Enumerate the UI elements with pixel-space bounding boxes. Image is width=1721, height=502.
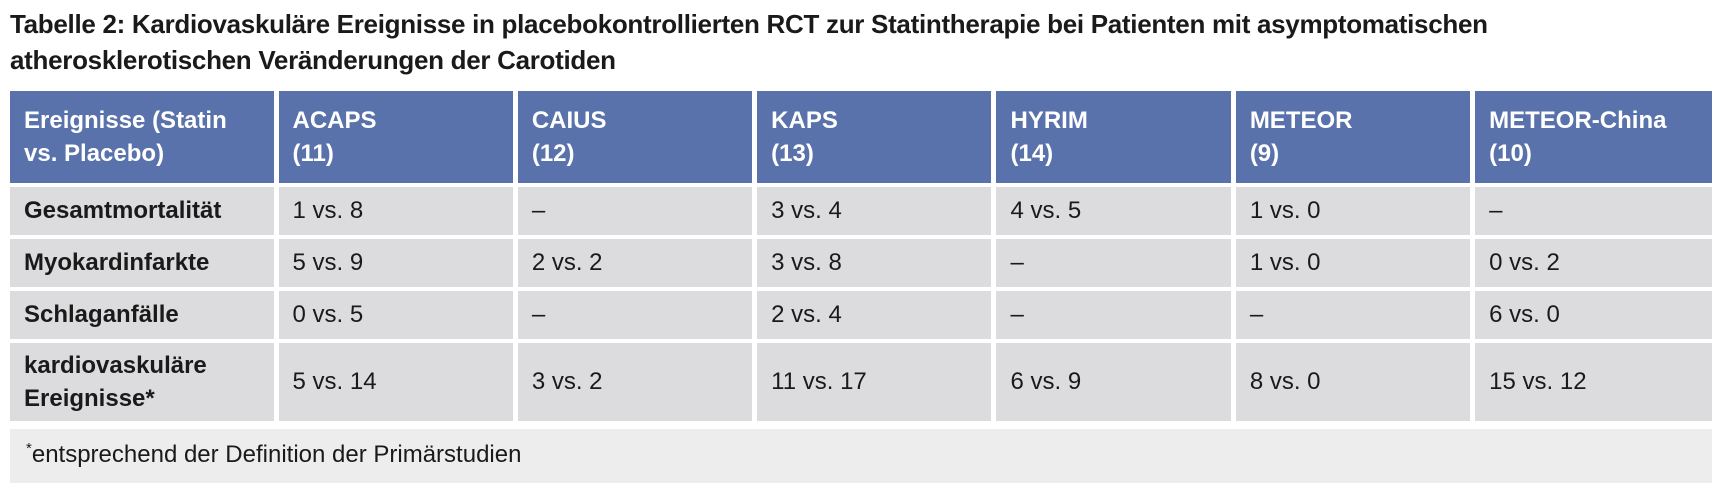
study-name: KAPS — [771, 106, 838, 134]
cell-value: 2 vs. 4 — [752, 286, 997, 343]
cell-value: 5 vs. 14 — [273, 338, 518, 425]
header-cell-hyrim: HYRIM (14) — [991, 90, 1236, 187]
cell-value: – — [512, 182, 758, 239]
cell-value: 0 vs. 2 — [1470, 234, 1712, 291]
cell-value: 5 vs. 9 — [273, 234, 518, 291]
study-name: METEOR — [1249, 106, 1353, 134]
header-cell-meteor-china: METEOR-China (10) — [1470, 90, 1712, 187]
row-label: Gesamtmortalität — [10, 182, 279, 239]
table-row-gesamtmortalitaet: Gesamtmortalität 1 vs. 8 – 3 vs. 4 4 vs.… — [10, 182, 1712, 239]
study-name: HYRIM — [1010, 106, 1088, 134]
cell-value: 1 vs. 0 — [1230, 182, 1476, 239]
cell-value: 6 vs. 9 — [991, 338, 1236, 425]
table-body: Gesamtmortalität 1 vs. 8 – 3 vs. 4 4 vs.… — [10, 182, 1712, 425]
cell-value: 15 vs. 12 — [1470, 338, 1712, 425]
cell-value: 8 vs. 0 — [1230, 338, 1476, 425]
study-ref: (14) — [1010, 139, 1054, 167]
cell-value: – — [991, 286, 1236, 343]
cell-value: – — [1230, 286, 1476, 343]
table-row-schlaganfaelle: Schlaganfälle 0 vs. 5 – 2 vs. 4 – – 6 vs… — [10, 286, 1712, 343]
study-name: CAIUS — [531, 106, 607, 134]
study-ref: (12) — [531, 139, 575, 167]
cell-value: 0 vs. 5 — [273, 286, 518, 343]
header-cell-caius: CAIUS (12) — [512, 90, 758, 187]
cell-value: 1 vs. 8 — [273, 182, 518, 239]
cell-value: 3 vs. 2 — [512, 338, 758, 425]
cell-value: 4 vs. 5 — [991, 182, 1236, 239]
header-cell-events: Ereignisse (Statin vs. Placebo) — [10, 90, 279, 187]
cell-value: – — [1470, 182, 1712, 239]
study-ref: (10) — [1489, 139, 1532, 167]
row-label: kardiovaskuläre Ereignisse* — [10, 338, 279, 425]
header-cell-kaps: KAPS (13) — [752, 90, 997, 187]
header-cell-acaps: ACAPS (11) — [273, 90, 518, 187]
study-ref: (11) — [292, 139, 334, 167]
study-ref: (9) — [1249, 139, 1280, 167]
row-label: Schlaganfälle — [10, 286, 279, 343]
footnote-marker: * — [26, 439, 32, 457]
footnote: *entsprechend der Definition der Primärs… — [10, 428, 1712, 483]
cell-value: 3 vs. 4 — [752, 182, 997, 239]
statin-events-table: Ereignisse (Statin vs. Placebo) ACAPS (1… — [10, 90, 1712, 425]
cell-value: – — [991, 234, 1236, 291]
cell-value: 2 vs. 2 — [512, 234, 758, 291]
study-name: METEOR-China — [1489, 106, 1667, 134]
header-row: Ereignisse (Statin vs. Placebo) ACAPS (1… — [10, 90, 1712, 187]
row-label: Myokardinfarkte — [10, 234, 279, 291]
header-cell-meteor: METEOR (9) — [1230, 90, 1476, 187]
cell-value: 1 vs. 0 — [1230, 234, 1476, 291]
cell-value: 6 vs. 0 — [1470, 286, 1712, 343]
cell-value: 3 vs. 8 — [752, 234, 997, 291]
table-header: Ereignisse (Statin vs. Placebo) ACAPS (1… — [10, 90, 1712, 187]
study-ref: (13) — [771, 139, 814, 167]
cell-value: 11 vs. 17 — [752, 338, 997, 425]
table-row-myokardinfarkte: Myokardinfarkte 5 vs. 9 2 vs. 2 3 vs. 8 … — [10, 234, 1712, 291]
cell-value: – — [512, 286, 758, 343]
footnote-text: entsprechend der Definition der Primärst… — [31, 440, 522, 468]
table-row-kardiovaskulaere-ereignisse: kardiovaskuläre Ereignisse* 5 vs. 14 3 v… — [10, 338, 1712, 425]
document-page: Tabelle 2: Kardiovaskuläre Ereignisse in… — [10, 9, 1712, 483]
study-name: ACAPS — [292, 106, 377, 134]
table-caption: Tabelle 2: Kardiovaskuläre Ereignisse in… — [10, 9, 1488, 76]
